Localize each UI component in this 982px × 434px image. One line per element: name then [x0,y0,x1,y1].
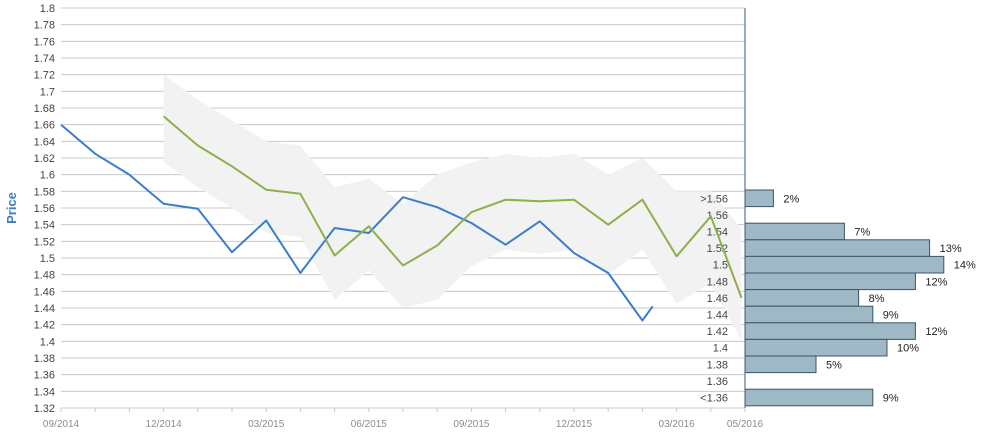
distribution-bar [744,388,874,407]
x-tick-label: 06/2015 [351,419,388,430]
distribution-bin-label: 1.42 [707,326,728,338]
distribution-bar [744,355,817,374]
distribution-bar [744,289,860,307]
distribution-percent-label: 2% [783,193,799,205]
y-tick-label: 1.42 [34,320,55,332]
distribution-bin-label: 1.56 [707,210,728,222]
distribution-percent-label: 14% [954,260,976,272]
y-tick-label: 1.32 [34,403,55,415]
y-tick-label: 1.74 [34,53,55,65]
distribution-bin-label: 1.44 [707,310,728,322]
y-tick-label: 1.8 [40,3,55,15]
y-tick-label: 1.52 [34,236,55,248]
distribution-percent-label: 12% [925,276,947,288]
y-tick-label: 1.38 [34,353,55,365]
distribution-percent-label: 7% [854,227,870,239]
y-tick-label: 1.64 [34,136,55,148]
y-tick-label: 1.62 [34,153,55,165]
distribution-bin-label: >1.56 [700,193,728,205]
price-series [60,115,743,322]
y-tick-label: 1.48 [34,270,55,282]
distribution-histogram: >1.56 2%1.561.54 7%1.52 13%1.5 14%1.48 12%1.4… [700,189,976,407]
y-tick-label: 1.78 [34,20,55,32]
y-tick-label: 1.58 [34,186,55,198]
forecast-price-line [162,115,743,299]
distribution-percent-label: 10% [897,343,919,355]
distribution-bin-label: 1.5 [713,260,728,272]
y-tick-label: 1.46 [34,286,55,298]
distribution-bar [744,189,774,208]
x-tick-label: 05/2016 [727,419,764,430]
y-tick-label: 1.56 [34,203,55,215]
x-tick-label: 03/2015 [248,419,285,430]
distribution-bar [744,305,874,324]
distribution-bin-label: 1.38 [707,359,728,371]
distribution-bin-label: <1.36 [700,393,728,405]
y-tick-label: 1.68 [34,103,55,115]
x-tick-label: 03/2016 [659,419,696,430]
y-tick-labels: 1.8 1.78 1.76 1.74 1.72 1.7 1.68 1.66 1.64 1.62 1.… [34,3,55,415]
y-tick-label: 1.6 [40,170,55,182]
axes [60,8,746,412]
y-tick-label: 1.34 [34,386,55,398]
x-tick-labels: 09/2014 12/2014 03/2015 06/2015 09/2015 12/20… [43,419,764,430]
distribution-bar [744,222,845,241]
y-tick-label: 1.72 [34,70,55,82]
y-tick-label: 1.7 [40,86,55,98]
distribution-percent-label: 9% [883,393,899,405]
distribution-bin-label: 1.4 [713,343,728,355]
actual-price-line [60,123,654,322]
distribution-percent-label: 5% [826,359,842,371]
y-tick-label: 1.54 [34,220,55,232]
distribution-bin-label: 1.36 [707,376,728,388]
y-axis-label: Price [4,192,19,224]
y-tick-label: 1.5 [40,253,55,265]
distribution-bin-label: 1.46 [707,293,728,305]
x-tick-label: 12/2015 [556,419,593,430]
distribution-percent-label: 13% [940,243,962,255]
distribution-percent-label: 12% [925,326,947,338]
forecast-band-area [163,74,742,342]
distribution-percent-label: 8% [869,293,885,305]
distribution-bin-label: 1.48 [707,276,728,288]
x-tick-label: 09/2015 [453,419,490,430]
distribution-bar [744,272,916,291]
x-tick-label: 09/2014 [43,419,80,430]
y-tick-label: 1.36 [34,370,55,382]
distribution-bar [744,239,931,257]
y-tick-label: 1.4 [40,336,55,348]
distribution-bar [744,255,945,274]
distribution-bar [744,338,888,357]
y-tick-label: 1.66 [34,120,55,132]
y-tick-label: 1.76 [34,36,55,48]
distribution-percent-label: 9% [883,310,899,322]
forecast-band [163,74,742,342]
y-tick-label: 1.44 [34,303,55,315]
x-tick-label: 12/2014 [146,419,183,430]
distribution-bar [744,322,916,340]
